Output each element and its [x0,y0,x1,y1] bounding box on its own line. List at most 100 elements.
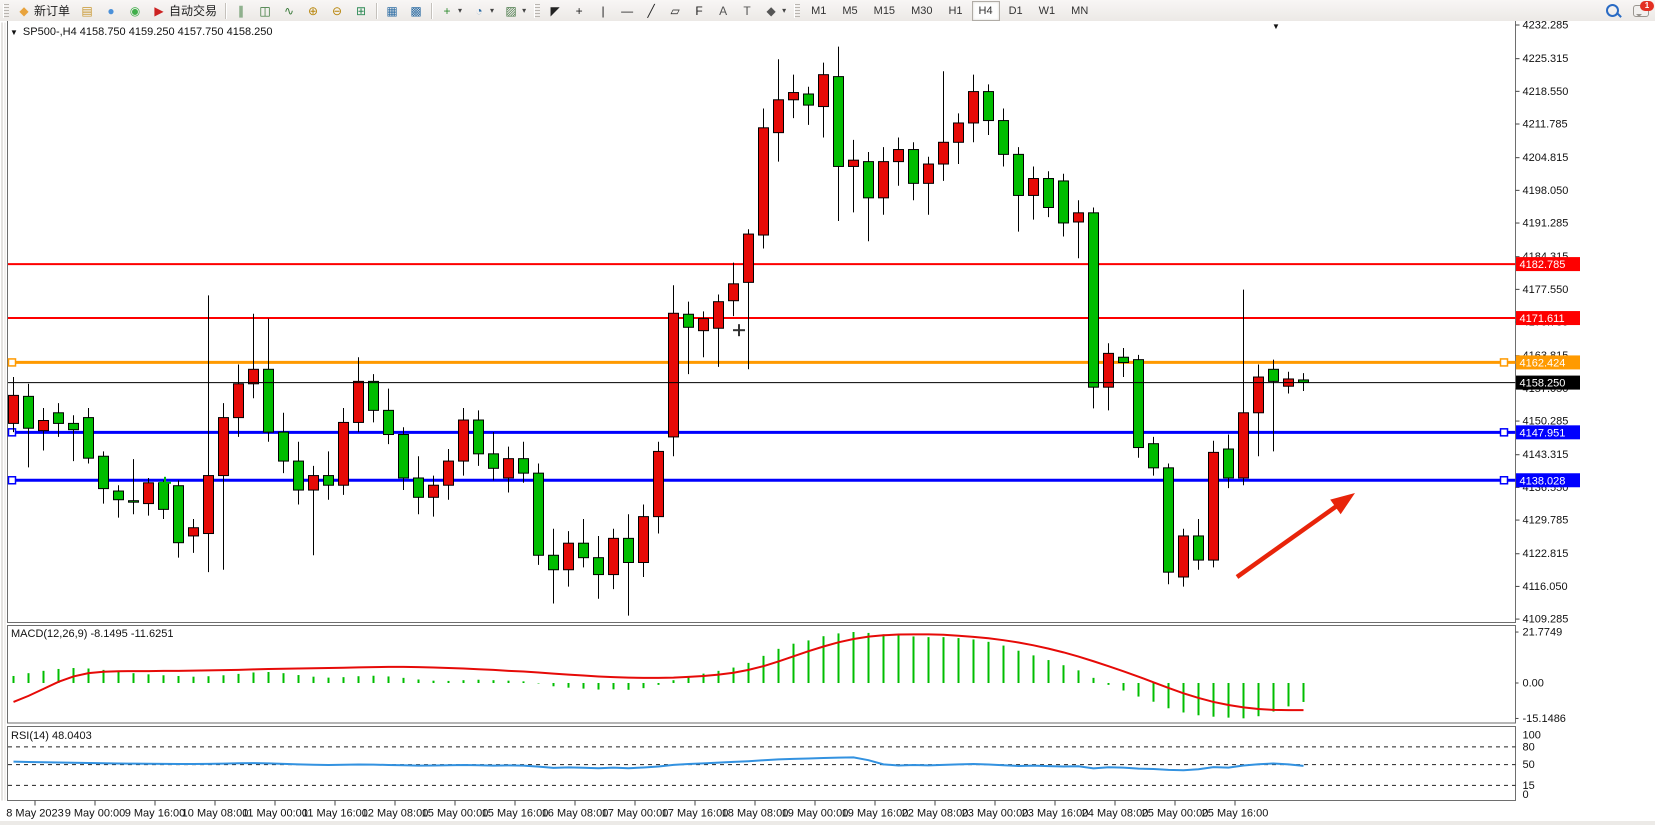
candle[interactable] [593,535,604,599]
candle[interactable] [743,229,754,370]
candle[interactable] [653,441,664,534]
candle[interactable] [698,311,709,358]
candle[interactable] [1148,436,1159,476]
candle[interactable] [1208,440,1219,568]
candle[interactable] [833,46,844,222]
timeframe-d1-button[interactable]: D1 [1008,4,1023,17]
zoom-in-button[interactable]: ⊕ [301,0,325,21]
timeframe-m15-button[interactable]: M15 [873,4,896,17]
candle[interactable] [578,519,589,568]
candle[interactable] [293,441,304,505]
candle[interactable] [458,407,469,476]
toolbar-grip[interactable] [794,3,801,18]
line-handle[interactable] [1499,476,1509,485]
new-chart-button[interactable]: + ▾ [435,0,467,21]
line-handle[interactable] [1499,428,1509,437]
candle[interactable] [788,74,799,119]
search-icon[interactable] [1606,4,1619,17]
chevron-down-icon[interactable]: ▾ [782,6,787,15]
candle[interactable] [503,446,514,493]
candle[interactable] [1118,348,1129,378]
market-watch-button[interactable]: ▤ [75,0,99,21]
chart-window[interactable]: 4232.285 4225.315 4218.550 4211.785 4204.815… [0,21,1655,825]
tile-windows-button[interactable]: ⊞ [349,0,373,21]
cursor-button[interactable]: ◤ [543,0,567,21]
template-button[interactable]: ▨ ▾ [499,0,531,21]
order-cross-marker[interactable] [733,324,745,337]
candle[interactable] [278,412,289,474]
candle[interactable] [308,465,319,556]
timeframe-m5-button[interactable]: M5 [842,4,858,17]
notifications-icon[interactable]: 1 [1633,0,1654,17]
pivot-line-4162[interactable] [7,358,1516,367]
candle[interactable] [1043,171,1054,218]
candle[interactable] [878,147,889,215]
signals-button[interactable]: ◉ [123,0,147,21]
candle[interactable] [203,295,214,573]
candle[interactable] [683,301,694,375]
arrange-charts-button[interactable]: ▦ [380,0,404,21]
fibonacci-button[interactable]: F [687,0,711,21]
candle[interactable] [8,377,19,433]
timeframe-mn-button[interactable]: MN [1071,4,1089,17]
main-chart-pane[interactable] [7,21,1516,623]
candle[interactable] [38,407,49,451]
trendline-button[interactable]: ╱ [639,0,663,21]
candle[interactable] [398,427,409,491]
bar-chart-button[interactable]: ∥ [229,0,253,21]
candle[interactable] [488,432,499,481]
candle[interactable] [533,463,544,565]
timeframe-w1-button[interactable]: W1 [1038,4,1056,17]
candle[interactable] [1178,528,1189,587]
community-button[interactable]: ● [99,0,123,21]
timeframe-h1-button[interactable]: H1 [948,4,963,17]
candle[interactable] [938,71,949,181]
candle[interactable] [548,528,559,604]
line-handle[interactable] [1499,358,1509,367]
candle[interactable] [263,318,274,442]
timeframe-m30-button[interactable]: M30 [911,4,933,17]
candle[interactable] [1073,200,1084,259]
candle[interactable] [623,514,634,616]
equidistant-channel-button[interactable]: ▱ [663,0,687,21]
candle[interactable] [923,156,934,215]
macd-pane[interactable] [7,625,1516,724]
candle[interactable] [998,108,1009,167]
period-button[interactable]: ◔ ▾ [467,0,499,21]
candle[interactable] [863,151,874,242]
candle[interactable] [638,504,649,577]
toolbar-grip[interactable] [3,3,9,18]
candle[interactable] [443,449,454,500]
arrows-button[interactable]: ◆ ▾ [759,0,791,21]
candle[interactable] [908,142,919,201]
candle[interactable] [128,459,139,515]
candle[interactable] [1223,434,1234,489]
candle[interactable] [23,383,34,468]
candle[interactable] [353,357,364,433]
candle[interactable] [323,451,334,500]
candle[interactable] [953,113,964,165]
candlesticks[interactable] [8,46,1309,616]
candle[interactable] [818,62,829,138]
candle[interactable] [983,84,994,136]
candle[interactable] [848,139,859,213]
candle[interactable] [1133,354,1144,458]
toolbar-grip[interactable] [534,3,541,18]
candle[interactable] [1013,147,1024,232]
trend-arrow-annotation[interactable] [1235,493,1355,579]
candle[interactable] [1058,173,1069,237]
candle[interactable] [893,137,904,186]
candle[interactable] [1163,463,1174,585]
collapse-chart-icon[interactable]: ▼ [10,28,18,37]
candle[interactable] [413,456,424,515]
text-button[interactable]: A [711,0,735,21]
candle[interactable] [803,86,814,125]
buy-cross-marker[interactable] [159,476,171,489]
support-line-4147[interactable] [7,428,1516,437]
crosshair-button[interactable]: + [567,0,591,21]
candle[interactable] [668,285,679,457]
candle[interactable] [83,407,94,464]
line-handle[interactable] [7,358,17,367]
candle[interactable] [728,262,739,317]
